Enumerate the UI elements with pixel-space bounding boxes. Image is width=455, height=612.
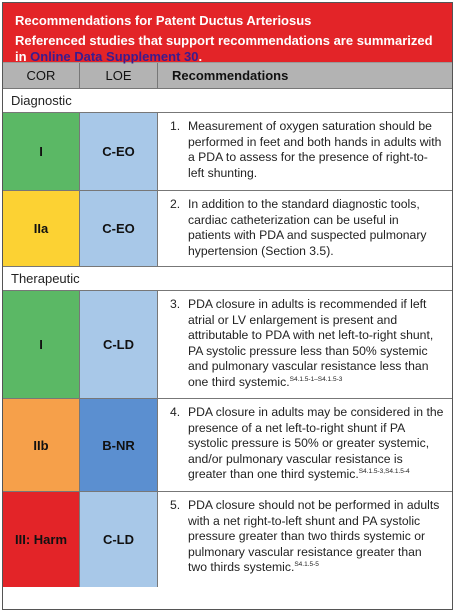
- recommendation-body: In addition to the standard diagnostic t…: [188, 197, 427, 258]
- header-cor: COR: [3, 63, 80, 88]
- table-title: Recommendations for Patent Ductus Arteri…: [3, 3, 452, 64]
- recommendation-number: 3.: [170, 297, 181, 311]
- table-title-main: Recommendations for Patent Ductus Arteri…: [15, 13, 312, 28]
- title-prefix: in: [15, 49, 31, 64]
- loe-cell: C-LD: [80, 291, 158, 398]
- recommendation-body: PDA closure should not be performed in a…: [188, 498, 440, 575]
- loe-cell: C-LD: [80, 492, 158, 587]
- cor-cell: IIb: [3, 399, 80, 491]
- section-therapeutic: Therapeutic: [3, 267, 452, 291]
- loe-cell: B-NR: [80, 399, 158, 491]
- cor-cell: I: [3, 113, 80, 190]
- cor-cell: I: [3, 291, 80, 398]
- table-row: IIa C-EO 2. In addition to the standard …: [3, 191, 452, 267]
- table-row: IIb B-NR 4. PDA closure in adults may be…: [3, 399, 452, 492]
- recommendation-number: 2.: [170, 197, 181, 211]
- reference-citation: S4.1.5-3,S4.1.5-4: [358, 468, 410, 476]
- reference-citation: S4.1.5-5: [294, 561, 319, 569]
- recommendation-text: PDA closure in adults is recommended if …: [188, 297, 444, 394]
- recommendation-number: 5.: [170, 498, 181, 512]
- recommendation-body: PDA closure in adults may be considered …: [188, 405, 444, 482]
- title-suffix: .: [198, 49, 203, 64]
- table-title-sub: Referenced studies that support recommen…: [15, 33, 433, 48]
- header-recommendations: Recommendations: [172, 68, 289, 83]
- recommendation-text: PDA closure in adults may be considered …: [188, 405, 444, 487]
- recommendation-cell: 5. PDA closure should not be performed i…: [158, 492, 452, 587]
- loe-cell: C-EO: [80, 191, 158, 266]
- recommendation-cell: 2. In addition to the standard diagnosti…: [158, 191, 452, 266]
- column-headers: COR LOE Recommendations: [3, 63, 452, 89]
- recommendation-text: Measurement of oxygen saturation should …: [188, 119, 444, 186]
- recommendation-number: 4.: [170, 405, 181, 419]
- cor-cell: III: Harm: [3, 492, 80, 587]
- table-title-sub-cont: in Online Data Supplement 30.: [15, 49, 440, 64]
- table-row: I C-LD 3. PDA closure in adults is recom…: [3, 291, 452, 399]
- loe-cell: C-EO: [80, 113, 158, 190]
- header-loe: LOE: [80, 63, 158, 88]
- table-row: III: Harm C-LD 5. PDA closure should not…: [3, 492, 452, 587]
- recommendation-number: 1.: [170, 119, 181, 133]
- recommendation-body: PDA closure in adults is recommended if …: [188, 297, 434, 389]
- table-row: I C-EO 1. Measurement of oxygen saturati…: [3, 113, 452, 191]
- recommendation-body: Measurement of oxygen saturation should …: [188, 119, 442, 180]
- online-data-supplement-link[interactable]: Online Data Supplement 30: [30, 49, 199, 64]
- recommendation-text: PDA closure should not be performed in a…: [188, 498, 444, 583]
- recommendation-text: In addition to the standard diagnostic t…: [188, 197, 444, 262]
- recommendation-cell: 3. PDA closure in adults is recommended …: [158, 291, 452, 398]
- recommendation-cell: 4. PDA closure in adults may be consider…: [158, 399, 452, 491]
- reference-citation: S4.1.5-1–S4.1.5-3: [289, 375, 343, 383]
- recommendation-cell: 1. Measurement of oxygen saturation shou…: [158, 113, 452, 190]
- cor-cell: IIa: [3, 191, 80, 266]
- section-diagnostic: Diagnostic: [3, 89, 452, 113]
